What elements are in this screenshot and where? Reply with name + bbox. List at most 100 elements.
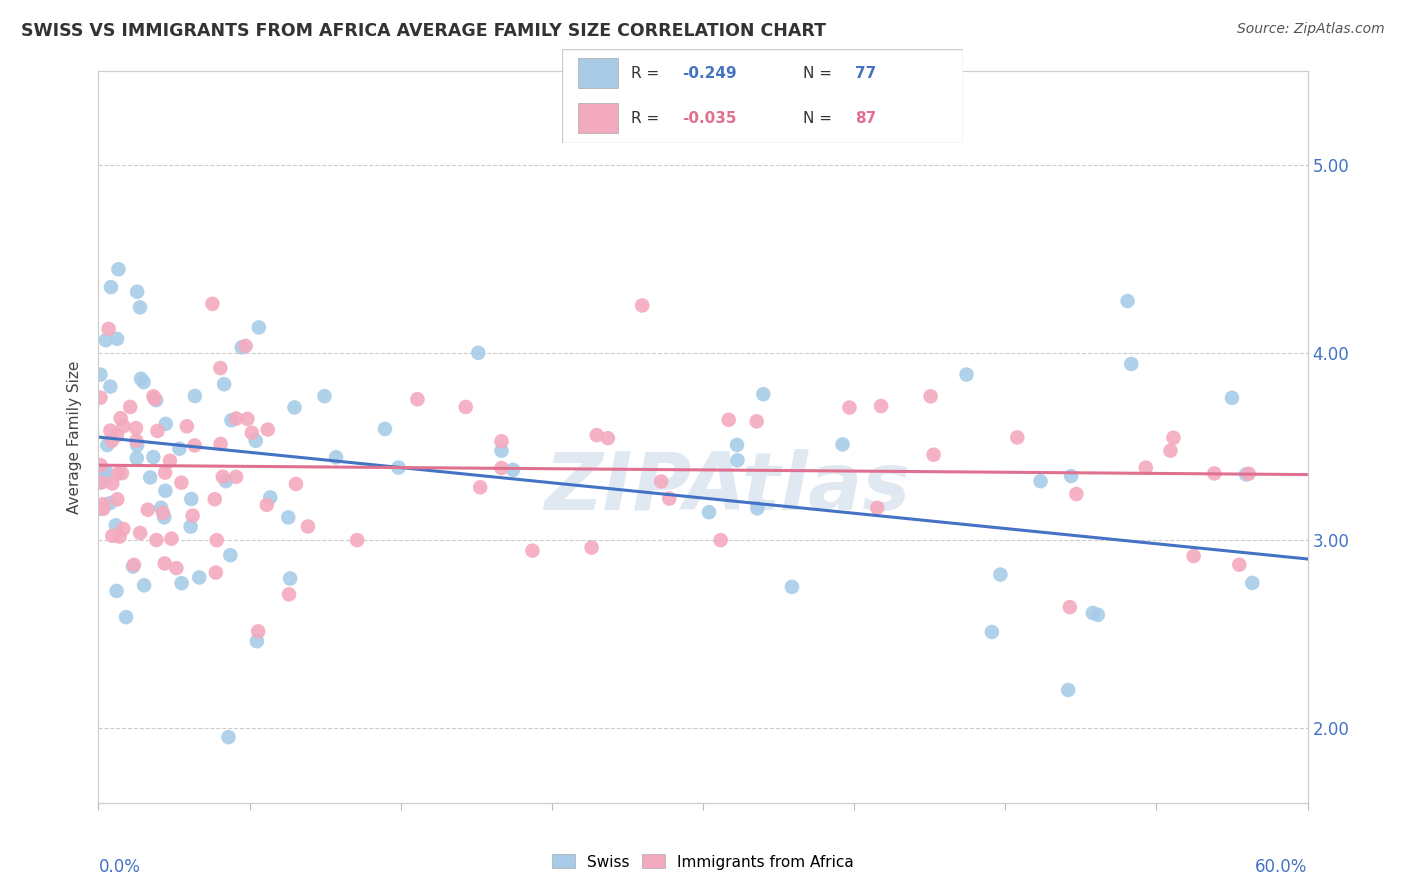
Point [1066, 487, 1088, 501]
Point [747, 501, 769, 516]
Point [93, 464, 115, 478]
Point [115, 610, 138, 624]
Point [297, 519, 319, 533]
Point [136, 502, 159, 516]
Point [284, 477, 307, 491]
Point [725, 453, 748, 467]
Point [585, 428, 607, 442]
Point [209, 361, 232, 376]
Point [1234, 467, 1257, 482]
Point [246, 634, 269, 648]
Point [89, 458, 111, 472]
Point [725, 438, 748, 452]
Point [406, 392, 429, 407]
Point [120, 400, 142, 414]
Point [98, 496, 121, 510]
Point [142, 389, 165, 403]
Text: 0.0%: 0.0% [98, 858, 141, 876]
Point [180, 519, 202, 533]
Point [1081, 606, 1104, 620]
Point [596, 431, 619, 445]
Point [127, 285, 149, 299]
Point [101, 529, 124, 543]
Point [132, 375, 155, 389]
Point [94, 470, 117, 484]
Text: 60.0%: 60.0% [1256, 858, 1308, 876]
Point [139, 470, 162, 484]
Point [129, 372, 152, 386]
Point [153, 510, 176, 524]
Point [145, 533, 167, 547]
Point [153, 466, 176, 480]
Point [467, 346, 489, 360]
Point [89, 475, 111, 490]
Point [205, 566, 228, 580]
Point [1007, 430, 1029, 444]
Point [107, 467, 129, 481]
Point [160, 532, 183, 546]
Point [346, 533, 368, 547]
Point [231, 340, 253, 354]
Point [101, 476, 124, 491]
FancyBboxPatch shape [562, 49, 963, 143]
Point [218, 730, 240, 744]
FancyBboxPatch shape [578, 59, 619, 88]
Point [215, 474, 238, 488]
Point [91, 502, 114, 516]
Point [697, 505, 720, 519]
Point [212, 377, 235, 392]
Point [143, 392, 166, 406]
Point [134, 578, 156, 592]
Point [155, 483, 177, 498]
Point [170, 576, 193, 591]
Point [97, 322, 120, 336]
Point [105, 584, 128, 599]
Point [112, 419, 135, 434]
Point [374, 422, 396, 436]
Point [955, 368, 977, 382]
Point [188, 570, 211, 584]
Point [710, 533, 733, 548]
Point [717, 413, 740, 427]
Point [96, 438, 118, 452]
Point [1087, 607, 1109, 622]
Point [176, 419, 198, 434]
Point [866, 500, 889, 515]
Point [980, 624, 1002, 639]
Point [745, 414, 768, 428]
Point [314, 389, 336, 403]
Point [122, 558, 145, 572]
Point [454, 400, 477, 414]
Point [1241, 576, 1264, 591]
Point [387, 460, 409, 475]
Point [105, 492, 128, 507]
Point [1135, 460, 1157, 475]
Point [631, 298, 654, 312]
Text: 77: 77 [855, 66, 876, 81]
Point [91, 497, 114, 511]
Point [125, 434, 148, 448]
Point [922, 448, 945, 462]
Point [105, 428, 128, 442]
Point [256, 498, 278, 512]
Point [581, 541, 603, 555]
Point [94, 464, 117, 478]
Point [152, 506, 174, 520]
Legend: Swiss, Immigrants from Africa: Swiss, Immigrants from Africa [546, 848, 860, 876]
Point [259, 491, 281, 505]
Point [470, 480, 492, 494]
Point [100, 280, 122, 294]
Point [127, 438, 149, 452]
Point [105, 332, 128, 346]
Point [155, 417, 177, 431]
Point [247, 320, 270, 334]
Text: ZIPAtlas: ZIPAtlas [544, 450, 910, 527]
Point [1182, 549, 1205, 563]
Point [277, 510, 299, 524]
Point [90, 475, 112, 490]
Point [129, 301, 152, 315]
Point [89, 391, 111, 405]
Point [125, 451, 148, 466]
Point [142, 450, 165, 464]
Point [491, 461, 513, 475]
